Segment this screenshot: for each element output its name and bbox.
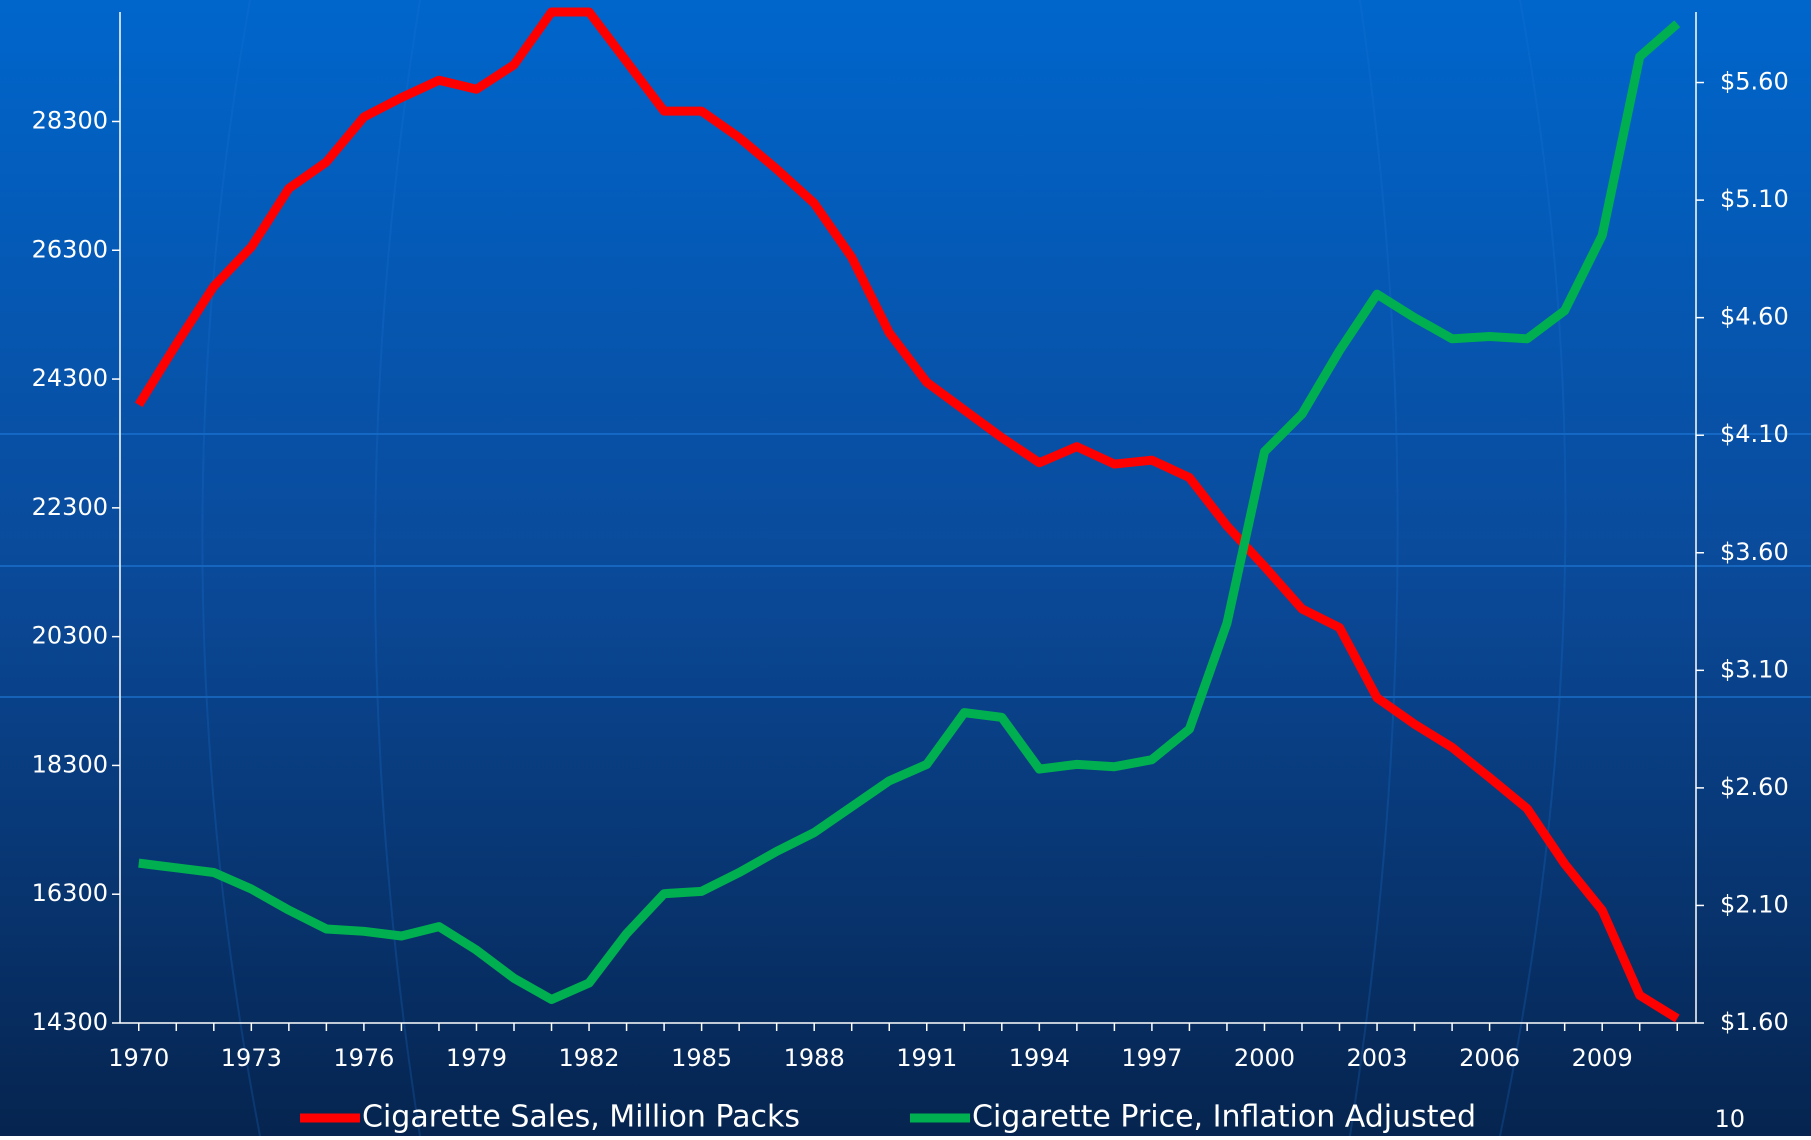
x-tick-label: 2006 [1459,1044,1520,1072]
y2-tick-label: $4.10 [1720,420,1789,448]
y2-tick-label: $2.10 [1720,890,1789,918]
x-tick-label: 1973 [221,1044,282,1072]
y-tick-label: 20300 [32,622,108,650]
y-tick-label: 26300 [32,235,108,263]
x-tick-label: 1982 [559,1044,620,1072]
series-line [134,7,1680,1023]
x-tick-label: 1988 [784,1044,845,1072]
y2-tick-label: $4.60 [1720,303,1789,331]
y-tick-label: 16300 [32,879,108,907]
series-line [138,20,1681,1004]
x-tick-label: 1997 [1121,1044,1182,1072]
y2-tick-label: $2.60 [1720,773,1789,801]
x-tick-label: 2009 [1572,1044,1633,1072]
x-tick-label: 1976 [333,1044,394,1072]
legend-label: Cigarette Sales, Million Packs [362,1100,800,1135]
x-tick-label: 1985 [671,1044,732,1072]
y2-tick-label: $5.10 [1720,185,1789,213]
y-tick-label: 14300 [32,1008,108,1036]
x-tick-label: 1994 [1009,1044,1070,1072]
x-tick-label: 2000 [1234,1044,1295,1072]
y-tick-label: 18300 [32,750,108,778]
legend-label: Cigarette Price, Inflation Adjusted [972,1100,1476,1135]
y2-tick-label: $1.60 [1720,1008,1789,1036]
x-tick-label: 2003 [1347,1044,1408,1072]
y2-tick-label: $3.10 [1720,655,1789,683]
y2-tick-label: $5.60 [1720,68,1789,96]
y-tick-label: 22300 [32,493,108,521]
y2-tick-label: $3.60 [1720,538,1789,566]
page-number: 10 [1714,1105,1745,1133]
x-tick-label: 1970 [108,1044,169,1072]
x-tick-label: 1991 [896,1044,957,1072]
y-tick-label: 28300 [32,106,108,134]
y-tick-label: 24300 [32,364,108,392]
x-tick-label: 1979 [446,1044,507,1072]
